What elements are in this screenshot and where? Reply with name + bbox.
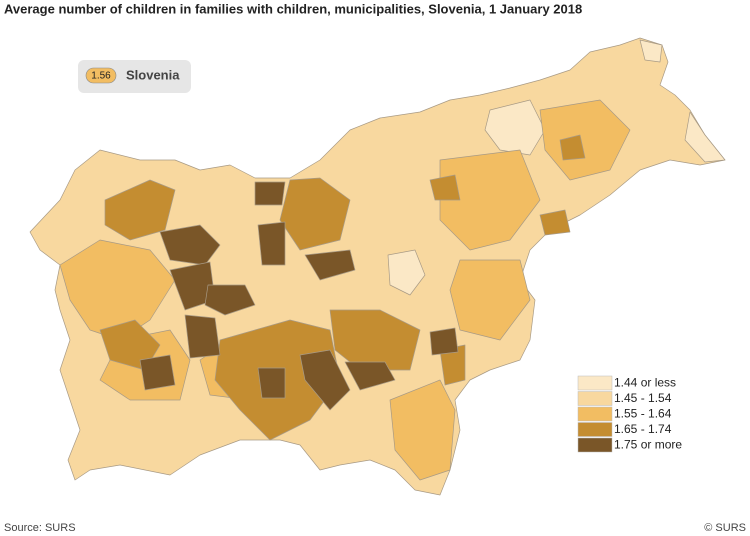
- legend-swatch: [577, 437, 613, 453]
- national-badge: 1.56 Slovenia: [78, 60, 191, 93]
- source: Source: SURS: [4, 522, 76, 534]
- region: [449, 259, 531, 341]
- region: [387, 249, 426, 296]
- legend-swatch: [577, 406, 613, 422]
- legend-label: 1.75 or more: [614, 438, 682, 452]
- region: [344, 361, 396, 391]
- region: [279, 177, 351, 251]
- region: [539, 99, 631, 181]
- region: [429, 174, 461, 201]
- region: [184, 314, 221, 359]
- region: [429, 327, 459, 356]
- region: [204, 284, 256, 316]
- region: [559, 134, 586, 161]
- region: [304, 249, 356, 281]
- region: [254, 181, 286, 206]
- region: [299, 349, 351, 411]
- legend-label: 1.44 or less: [614, 376, 676, 390]
- map: [29, 37, 726, 496]
- region: [439, 149, 541, 251]
- map-title: Average number of children in families w…: [4, 1, 582, 16]
- region: [59, 239, 176, 341]
- badge-pill: [85, 67, 117, 84]
- region: [104, 179, 176, 241]
- region: [684, 111, 726, 163]
- copyright: © SURS: [704, 522, 746, 534]
- region: [139, 354, 176, 391]
- region: [539, 209, 571, 236]
- region: [639, 39, 663, 63]
- legend-label: 1.45 - 1.54: [614, 391, 672, 405]
- legend-label: 1.65 - 1.74: [614, 422, 672, 436]
- region: [329, 309, 421, 371]
- region: [159, 224, 221, 266]
- region: [99, 319, 161, 371]
- legend-label: 1.55 - 1.64: [614, 407, 672, 421]
- legend-swatch: [577, 375, 613, 391]
- legend-swatch: [577, 391, 613, 406]
- badge-value: 1.56: [91, 71, 111, 82]
- region: [484, 99, 546, 156]
- badge-label: Slovenia: [126, 67, 180, 82]
- legend-swatch: [577, 422, 613, 437]
- region: [389, 379, 456, 481]
- region: [257, 221, 286, 266]
- region: [257, 367, 286, 399]
